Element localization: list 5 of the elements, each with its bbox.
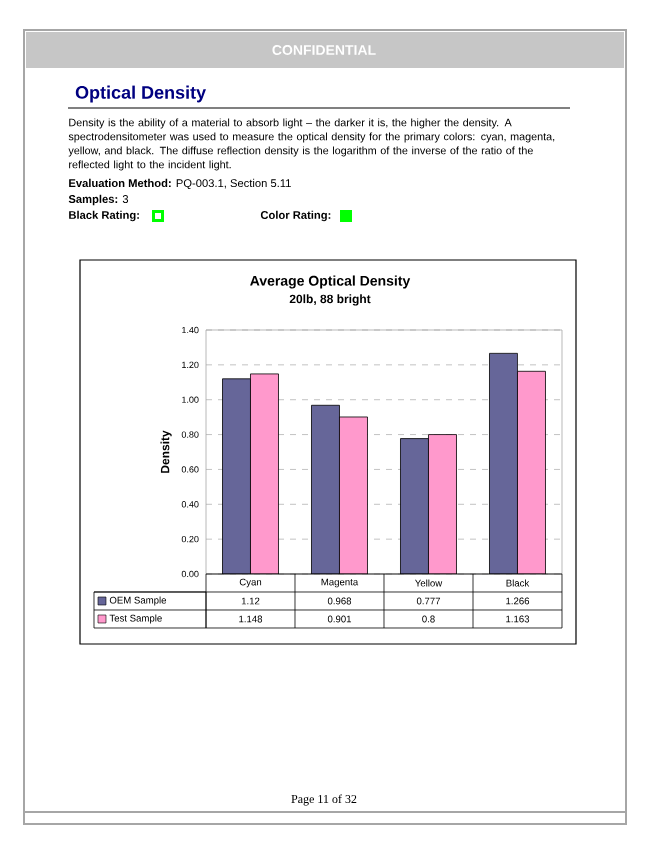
bar	[311, 404, 340, 574]
bar	[222, 378, 251, 574]
text: Optical Density	[75, 85, 206, 103]
bar	[489, 352, 518, 574]
bar	[400, 438, 429, 574]
